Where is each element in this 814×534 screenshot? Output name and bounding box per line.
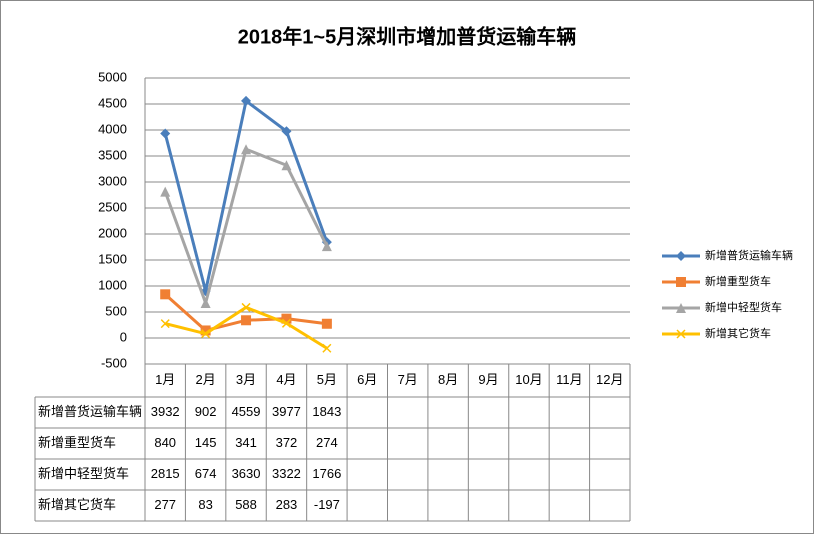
x-tick-label: 9月 bbox=[478, 372, 498, 387]
data-point bbox=[200, 325, 211, 336]
legend-marker bbox=[676, 303, 686, 313]
table-cell: 1843 bbox=[312, 404, 341, 419]
x-tick-label: 4月 bbox=[276, 372, 296, 387]
legend-marker bbox=[676, 329, 686, 339]
table-cell: 3630 bbox=[232, 466, 261, 481]
x-tick-label: 2月 bbox=[196, 372, 216, 387]
table-cell: 3932 bbox=[151, 404, 180, 419]
legend-label: 新增中轻型货车 bbox=[705, 300, 782, 314]
table-row-label: 新增中轻型货车 bbox=[38, 466, 129, 481]
x-tick-label: 3月 bbox=[236, 372, 256, 387]
legend-label: 新增普货运输车辆 bbox=[705, 248, 793, 262]
data-point bbox=[321, 241, 332, 252]
data-point bbox=[281, 313, 292, 324]
table-cell: 3322 bbox=[272, 466, 301, 481]
data-point bbox=[160, 289, 171, 300]
y-tick-label: 500 bbox=[105, 303, 127, 318]
chart-title: 2018年1~5月深圳市增加普货运输车辆 bbox=[238, 24, 576, 48]
y-tick-label: 1000 bbox=[98, 277, 127, 292]
table-cell: 588 bbox=[235, 497, 257, 512]
table-cell: -197 bbox=[314, 497, 340, 512]
y-tick-label: -500 bbox=[101, 355, 127, 370]
table-cell: 1766 bbox=[312, 466, 341, 481]
table-cell: 840 bbox=[154, 435, 176, 450]
table-row-label: 新增重型货车 bbox=[38, 435, 116, 450]
data-point bbox=[200, 297, 211, 308]
data-point bbox=[201, 329, 211, 339]
table-cell: 2815 bbox=[151, 466, 180, 481]
table-cell: 83 bbox=[198, 497, 212, 512]
data-point bbox=[241, 144, 252, 155]
y-tick-label: 3000 bbox=[98, 173, 127, 188]
table-row-label: 新增普货运输车辆 bbox=[38, 404, 142, 419]
legend-label: 新增其它货车 bbox=[705, 326, 771, 340]
table-cell: 674 bbox=[195, 466, 217, 481]
x-tick-label: 11月 bbox=[556, 372, 583, 387]
table-cell: 283 bbox=[276, 497, 298, 512]
data-point bbox=[281, 160, 292, 171]
legend-marker bbox=[676, 277, 686, 287]
data-point bbox=[160, 186, 171, 197]
table-cell: 902 bbox=[195, 404, 217, 419]
data-point bbox=[321, 318, 332, 329]
table-cell: 372 bbox=[276, 435, 298, 450]
x-tick-label: 1月 bbox=[155, 372, 175, 387]
y-tick-label: 4000 bbox=[98, 121, 127, 136]
data-point bbox=[241, 302, 251, 312]
legend-label: 新增重型货车 bbox=[705, 274, 771, 288]
x-tick-label: 7月 bbox=[398, 372, 418, 387]
y-tick-label: 2500 bbox=[98, 199, 127, 214]
table-cell: 277 bbox=[154, 497, 176, 512]
table-cell: 341 bbox=[235, 435, 257, 450]
y-tick-label: 2000 bbox=[98, 225, 127, 240]
x-tick-label: 5月 bbox=[317, 372, 337, 387]
data-point bbox=[322, 343, 332, 353]
x-tick-label: 12月 bbox=[596, 372, 623, 387]
legend-marker bbox=[676, 251, 686, 261]
table-cell: 145 bbox=[195, 435, 217, 450]
data-point bbox=[160, 319, 170, 329]
y-tick-label: 0 bbox=[120, 329, 127, 344]
y-tick-label: 4500 bbox=[98, 95, 127, 110]
table-cell: 4559 bbox=[232, 404, 261, 419]
table-cell: 274 bbox=[316, 435, 338, 450]
data-point bbox=[241, 315, 252, 326]
y-tick-label: 1500 bbox=[98, 251, 127, 266]
x-tick-label: 8月 bbox=[438, 372, 458, 387]
table-cell: 3977 bbox=[272, 404, 301, 419]
y-tick-label: 5000 bbox=[98, 69, 127, 84]
x-tick-label: 10月 bbox=[515, 372, 542, 387]
y-tick-label: 3500 bbox=[98, 147, 127, 162]
data-point bbox=[281, 318, 291, 328]
x-tick-label: 6月 bbox=[357, 372, 377, 387]
data-point bbox=[281, 126, 292, 137]
data-point bbox=[241, 95, 252, 106]
table-row-label: 新增其它货车 bbox=[38, 497, 116, 512]
data-point bbox=[160, 128, 171, 139]
